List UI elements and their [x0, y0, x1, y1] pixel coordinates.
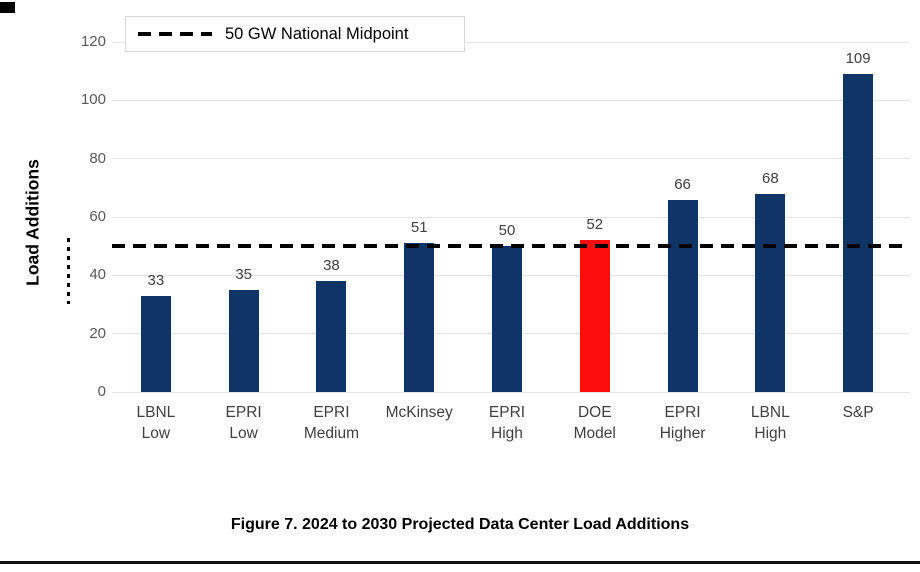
gridline-100	[112, 99, 910, 101]
bar-lbnl-low	[140, 295, 171, 392]
x-axis-label: EPRI Medium	[303, 404, 359, 442]
y-tick-label-40: 40	[89, 266, 106, 284]
page-corner-fragment	[0, 2, 15, 13]
x-axis-label: McKinsey	[385, 404, 453, 421]
y-tick-label-60: 60	[89, 208, 106, 225]
y-tick-label-120: 120	[80, 33, 106, 50]
gridline-80	[112, 158, 910, 160]
x-axis-label: S&P	[842, 404, 874, 421]
value-label: 35	[235, 265, 252, 283]
bar-mckinsey	[404, 243, 435, 392]
gridline-60	[112, 216, 910, 218]
legend-label: 50 GW National Midpoint	[225, 24, 409, 43]
bar-doe-model	[579, 240, 610, 392]
value-label: 68	[761, 169, 779, 187]
x-axis-label: DOE Model	[573, 404, 616, 442]
x-axis-label: EPRI High	[488, 404, 526, 442]
y-tick-label-0: 0	[97, 383, 106, 400]
value-label: 109	[845, 50, 871, 68]
value-label: 50	[498, 222, 516, 240]
bar-epri-medium	[316, 281, 347, 392]
legend: 50 GW National Midpoint	[125, 16, 465, 52]
y-axis-title: Load Additions	[22, 159, 43, 286]
x-axis-label: EPRI Low	[225, 404, 262, 442]
figure-caption: Figure 7. 2024 to 2030 Projected Data Ce…	[230, 516, 690, 533]
bar-epri-high	[492, 246, 522, 392]
value-label: 51	[410, 219, 428, 237]
x-axis-label: EPRI Higher	[659, 404, 706, 442]
y-tick-label-100: 100	[80, 91, 106, 109]
axis-dashed-mark	[67, 238, 70, 304]
reference-line-50gw	[112, 244, 910, 248]
bar-s&p	[843, 74, 874, 392]
x-axis-label: LBNL High	[750, 404, 790, 442]
gridline-120	[112, 41, 910, 43]
value-label: 38	[323, 257, 340, 275]
page-divider-rule	[0, 561, 920, 564]
value-label: 66	[674, 175, 691, 193]
bar-epri-higher	[667, 199, 698, 392]
bar-lbnl-high	[755, 193, 786, 392]
y-tick-label-20: 20	[89, 324, 106, 342]
bar-epri-low	[228, 289, 259, 392]
y-tick-label-80: 80	[89, 149, 106, 167]
x-axis-label: LBNL Low	[136, 404, 176, 442]
value-label: 33	[147, 271, 165, 289]
value-label: 52	[586, 216, 604, 234]
gridline-0	[112, 391, 910, 393]
dashed-line-swatch-icon	[138, 32, 212, 36]
